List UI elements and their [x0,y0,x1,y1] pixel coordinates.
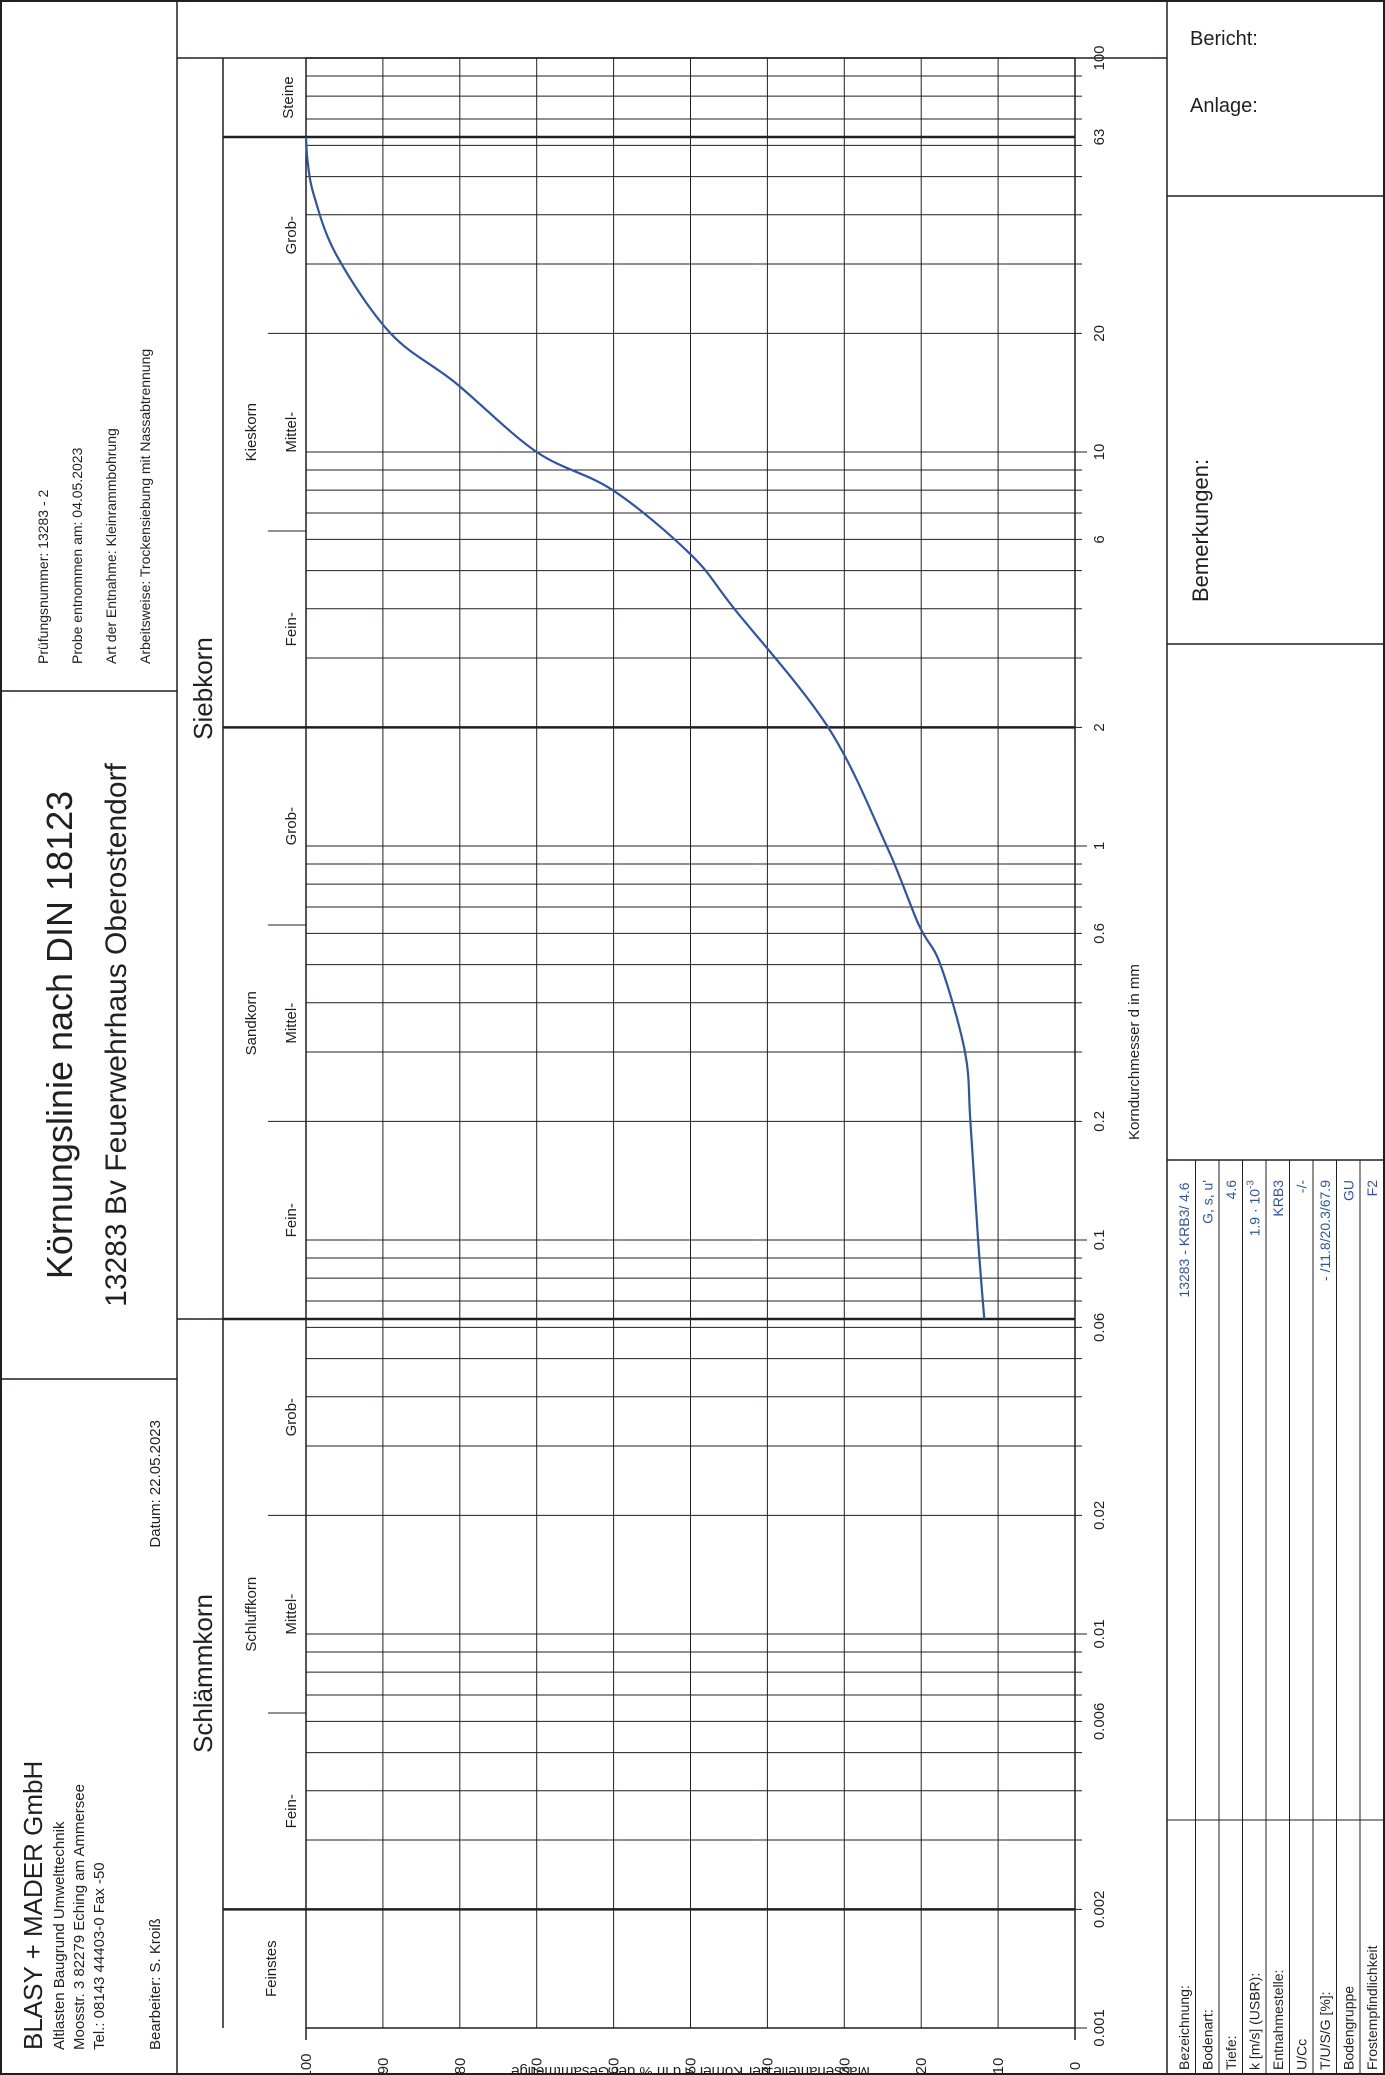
legend-row-value: - /11.8/20.3/67.9 [1317,1180,1333,1281]
grain-size-chart: Schlämmkorn Siebkorn Feinstes Steine Schluff… [177,45,1167,2075]
legend-row-label: Tiefe: [1223,2036,1239,2071]
test-info-line: Art der Entnahme: Kleinrammbohrung [103,428,119,664]
legend-row-label: Bodenart: [1200,2009,1216,2070]
company-block: BLASY + MADER GmbH Altlasten Baugrund Um… [18,1420,164,2050]
company-name: BLASY + MADER GmbH [18,1761,48,2050]
legend-row-label: U/Cc [1294,2039,1310,2070]
band-mittel: Mittel- [283,1594,300,1635]
test-info-line: Prüfungsnummer: 13283 - 2 [35,489,51,664]
x-tick-label: 0.001 [1091,2009,1108,2047]
percent-ticks: 0 10 20 30 40 50 60 70 80 90 100 [298,2053,1084,2075]
legend-row-value: 13283 - KRB3/ 4.6 [1176,1182,1192,1297]
x-tick-label: 2 [1091,723,1108,731]
fraction-band-labels: Schlämmkorn Siebkorn Feinstes Steine Schluff… [188,76,300,1997]
fraction-band-lines [177,57,1167,2029]
k-exponent: -3 [1246,1180,1257,1189]
test-info-line: Probe entnommen am: 04.05.2023 [69,447,85,664]
legend-table: Bezeichnung: 13283 - KRB3/ 4.6 Bodenart: G,… [1167,1159,1385,2075]
y-tick-label: 20 [913,2058,930,2075]
band-fein: Fein- [283,1203,300,1237]
legend-row-value: G, s, u' [1200,1180,1216,1224]
y-tick-label: 60 [606,2058,623,2075]
band-sandkorn: Sandkorn [243,991,260,1055]
y-tick-label: 50 [683,2058,700,2075]
band-schluffkorn: Schluffkorn [243,1577,260,1652]
legend-row-label: k [m/s] (USBR): [1247,1973,1263,2070]
company-address: Moosstr. 3 82279 Eching am Ammersee [71,1784,88,2050]
title-block: Körnungslinie nach DIN 18123 13283 Bv Fe… [39,763,133,1307]
x-tick-label: 0.02 [1091,1501,1108,1530]
x-tick-label: 0.06 [1091,1313,1108,1342]
grading-curve-layer [304,137,986,1320]
anlage-label: Anlage: [1190,95,1258,117]
band-fein: Fein- [283,1794,300,1828]
diameter-ticks: 0.001 0.002 0.006 0.01 0.02 0.06 0.1 0.2 0.6 1 2 6 1… [1075,45,1108,2047]
x-tick-label: 0.002 [1091,1891,1108,1929]
band-grob: Grob- [283,216,300,254]
test-info-line: Arbeitsweise: Trockensiebung mit Nassabt… [137,349,153,664]
band-mittel: Mittel- [283,412,300,453]
y-tick-label: 100 [298,2053,315,2075]
x-tick-label: 0.006 [1091,1703,1108,1741]
editor-label: Bearbeiter: S. Kroiß [147,1918,164,2050]
legend-row-value: -/- [1294,1180,1310,1194]
legend-row-label: Bodengruppe [1341,1986,1357,2070]
legend-row-value: GU [1341,1180,1357,1201]
x-tick-label: 100 [1091,45,1108,70]
y-tick-label: 90 [375,2058,392,2075]
x-axis-title: Korndurchmesser d in mm [1126,964,1143,1140]
x-tick-label: 1 [1091,842,1108,850]
legend-row-value: KRB3 [1270,1180,1286,1217]
legend-row-label: Bezeichnung: [1176,1985,1192,2070]
y-tick-label: 80 [452,2058,469,2075]
x-tick-label: 10 [1091,444,1108,461]
test-info-block: Prüfungsnummer: 13283 - 2 Probe entnomme… [35,349,153,664]
legend-row-label: Frostempfindlichkeit [1364,1945,1380,2070]
company-subtitle: Altlasten Baugrund Umwelttechnik [51,1821,68,2050]
company-phone: Tel.: 08143 44403-0 Fax -50 [91,1862,108,2050]
band-fein: Fein- [283,612,300,646]
legend-row-value: F2 [1364,1180,1380,1197]
legend-row-label: Entnahmestelle: [1270,1970,1286,2070]
y-tick-label: 30 [836,2058,853,2075]
y-tick-label: 70 [529,2058,546,2075]
legend-row-label: T/U/S/G [%]: [1317,1991,1333,2070]
band-grob: Grob- [283,807,300,845]
legend-row-value: 1.9 · 10-3 [1246,1180,1263,1237]
project-title: 13283 Bv Feuerwehrhaus Oberostendorf [100,763,133,1307]
grading-curve [304,137,986,1320]
y-tick-label: 40 [759,2058,776,2075]
x-tick-label: 6 [1091,535,1108,543]
band-siebkorn: Siebkorn [188,637,218,740]
y-axis-title: Massenanteile der Körner < d in % der Ge… [511,2063,870,2075]
band-kieskorn: Kieskorn [243,403,260,461]
x-tick-label: 0.6 [1091,923,1108,944]
page-title: Körnungslinie nach DIN 18123 [39,791,80,1279]
band-feinstes: Feinstes [263,1940,280,1997]
date-label: Datum: 22.05.2023 [147,1420,164,1548]
x-tick-label: 20 [1091,325,1108,342]
band-mittel: Mittel- [283,1003,300,1044]
x-tick-label: 0.1 [1091,1230,1108,1251]
band-steine: Steine [280,76,297,119]
x-tick-label: 0.2 [1091,1111,1108,1132]
bemerkungen-label: Bemerkungen: [1188,459,1213,602]
band-grob: Grob- [283,1398,300,1436]
x-tick-label: 63 [1091,129,1108,146]
diameter-grid [306,75,1075,2029]
y-tick-label: 10 [990,2058,1007,2075]
y-tick-label: 0 [1067,2062,1084,2070]
legend-row-value: 4.6 [1223,1180,1239,1200]
percent-grid [305,58,1076,2040]
bericht-label: Bericht: [1190,28,1258,50]
x-tick-label: 0.01 [1091,1619,1108,1648]
band-schlaemmkorn: Schlämmkorn [188,1594,218,1753]
